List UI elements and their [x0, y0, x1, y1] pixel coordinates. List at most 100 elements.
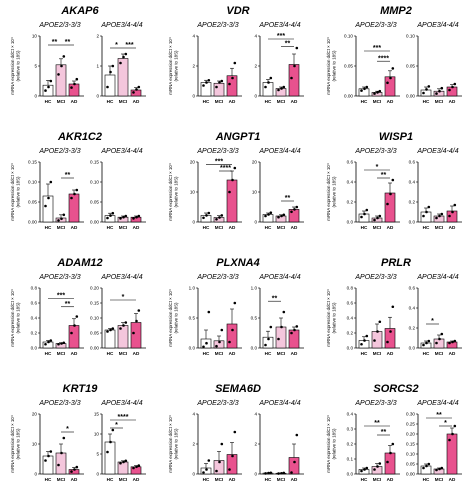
y-tick-label: 0.2 — [347, 331, 354, 336]
chart-krt19: KRT19 mRNA expression ddCt × 10⁴ (relative… — [10, 383, 146, 482]
panel-title: APOE2/3-3/3 — [38, 22, 80, 29]
data-point — [438, 89, 441, 93]
data-point — [215, 85, 218, 89]
x-tick-label-hc: HC — [203, 225, 210, 230]
data-point — [264, 85, 267, 89]
y-tick-label: 0.05 — [406, 64, 415, 69]
data-point — [106, 216, 109, 220]
x-tick-label-ad: AD — [291, 225, 298, 230]
significance-label: ** — [65, 39, 71, 46]
y-axis-label-line: mRNA expression ddCt × 10⁴ — [326, 163, 331, 221]
x-tick-label-mci: MCI — [277, 477, 285, 482]
data-point — [448, 88, 451, 92]
bar-mci — [55, 452, 67, 475]
y-axis-label: mRNA expression ddCt × 10⁴ (relative to 1… — [168, 163, 179, 221]
data-point — [360, 89, 363, 92]
panel-apoe2-3: APOE2/3-3/3 0 10 20 HC MCI AD * — [32, 400, 84, 482]
data-point — [122, 324, 125, 327]
x-tick-label-hc: HC — [361, 477, 368, 482]
x-tick-label-ad: AD — [229, 225, 236, 230]
data-point — [119, 461, 122, 465]
y-tick-label: 0.0 — [31, 346, 38, 351]
panel-apoe3-4: APOE3/4-4/4 0.0 0.2 0.4 0.6 HC MCI AD — [409, 148, 462, 230]
x-tick-label-hc: HC — [265, 225, 272, 230]
panel-title: APOE3/4-4/4 — [100, 400, 142, 407]
data-point — [231, 76, 234, 80]
y-tick-label: 0.10 — [90, 316, 99, 321]
y-tick-label: 0 — [254, 472, 257, 477]
data-point — [106, 330, 109, 333]
y-tick-label: 10 — [94, 432, 100, 437]
significance-label: ** — [374, 420, 380, 427]
y-tick-label: 1 — [96, 64, 99, 69]
y-tick-label: 0.6 — [31, 301, 38, 306]
data-point — [124, 321, 128, 324]
y-axis-label-line: mRNA expression ddCt × 10⁴ — [10, 289, 15, 347]
data-point — [440, 212, 444, 216]
data-point — [422, 214, 425, 218]
x-tick-label-ad: AD — [229, 351, 236, 356]
data-point — [269, 76, 273, 80]
y-axis-label-line: (relative to 18S) — [16, 302, 21, 334]
data-point — [47, 454, 50, 458]
data-point — [386, 340, 389, 344]
data-point — [293, 460, 296, 464]
y-tick-label: 0.1 — [347, 457, 354, 462]
data-point — [373, 339, 376, 342]
panel-title: APOE2/3-3/3 — [196, 400, 238, 407]
y-tick-label: 0.0 — [409, 220, 416, 225]
data-point — [73, 82, 76, 86]
data-point — [228, 340, 231, 344]
x-tick-label-hc: HC — [265, 351, 272, 356]
bar-ad — [384, 192, 396, 223]
y-tick-label: 0.00 — [406, 94, 415, 99]
y-tick-label: 15 — [94, 412, 100, 417]
y-tick-label: 10 — [32, 34, 38, 39]
data-point — [453, 339, 457, 343]
y-axis-label: mRNA expression ddCt × 10⁴ (relative to 1… — [326, 289, 337, 347]
data-point — [267, 471, 270, 475]
significance-label: ** — [52, 39, 58, 46]
x-tick-label-ad: AD — [387, 99, 394, 104]
data-point — [70, 196, 73, 200]
data-point — [218, 460, 221, 464]
significance-label: ** — [381, 172, 387, 179]
panel-title: APOE3/4-4/4 — [416, 400, 458, 407]
significance-label: ** — [65, 172, 71, 179]
data-point — [122, 460, 125, 464]
y-tick-label: 2 — [254, 442, 257, 447]
data-point — [220, 214, 224, 217]
bar-hc — [420, 211, 432, 223]
y-axis-label-line: mRNA expression ddCt × 10⁴ — [168, 37, 173, 95]
data-point — [132, 466, 135, 470]
data-point — [282, 213, 286, 217]
y-tick-label: 0 — [34, 472, 37, 477]
y-tick-label: 0.15 — [406, 442, 415, 447]
data-point — [49, 79, 53, 83]
data-point — [233, 166, 237, 170]
x-tick-label-ad: AD — [291, 351, 298, 356]
bar-mci — [275, 326, 287, 349]
panel-apoe3-4: APOE3/4-4/4 0.00 0.05 0.10 0.15 HC MCI AD — [90, 148, 146, 230]
data-point — [391, 442, 395, 446]
data-point — [73, 324, 76, 327]
data-point — [440, 332, 444, 336]
y-tick-label: 10 — [190, 190, 196, 195]
x-tick-label-mci: MCI — [373, 477, 381, 482]
y-tick-label: 0.05 — [90, 200, 99, 205]
x-tick-label-ad: AD — [387, 225, 394, 230]
data-point — [49, 450, 53, 453]
bar-ad — [226, 179, 238, 223]
bar-hc — [200, 82, 212, 97]
significance-label: * — [115, 422, 118, 429]
y-axis-label: mRNA expression ddCt × 10⁴ (relative to 1… — [168, 415, 179, 473]
data-point — [132, 91, 135, 94]
x-tick-label-hc: HC — [107, 99, 114, 104]
data-point — [295, 433, 299, 437]
significance-label: ** — [65, 301, 71, 308]
data-point — [365, 334, 369, 338]
bar-hc — [262, 82, 274, 97]
y-axis-label-line: mRNA expression ddCt × 10⁴ — [168, 289, 173, 347]
data-point — [448, 214, 451, 218]
